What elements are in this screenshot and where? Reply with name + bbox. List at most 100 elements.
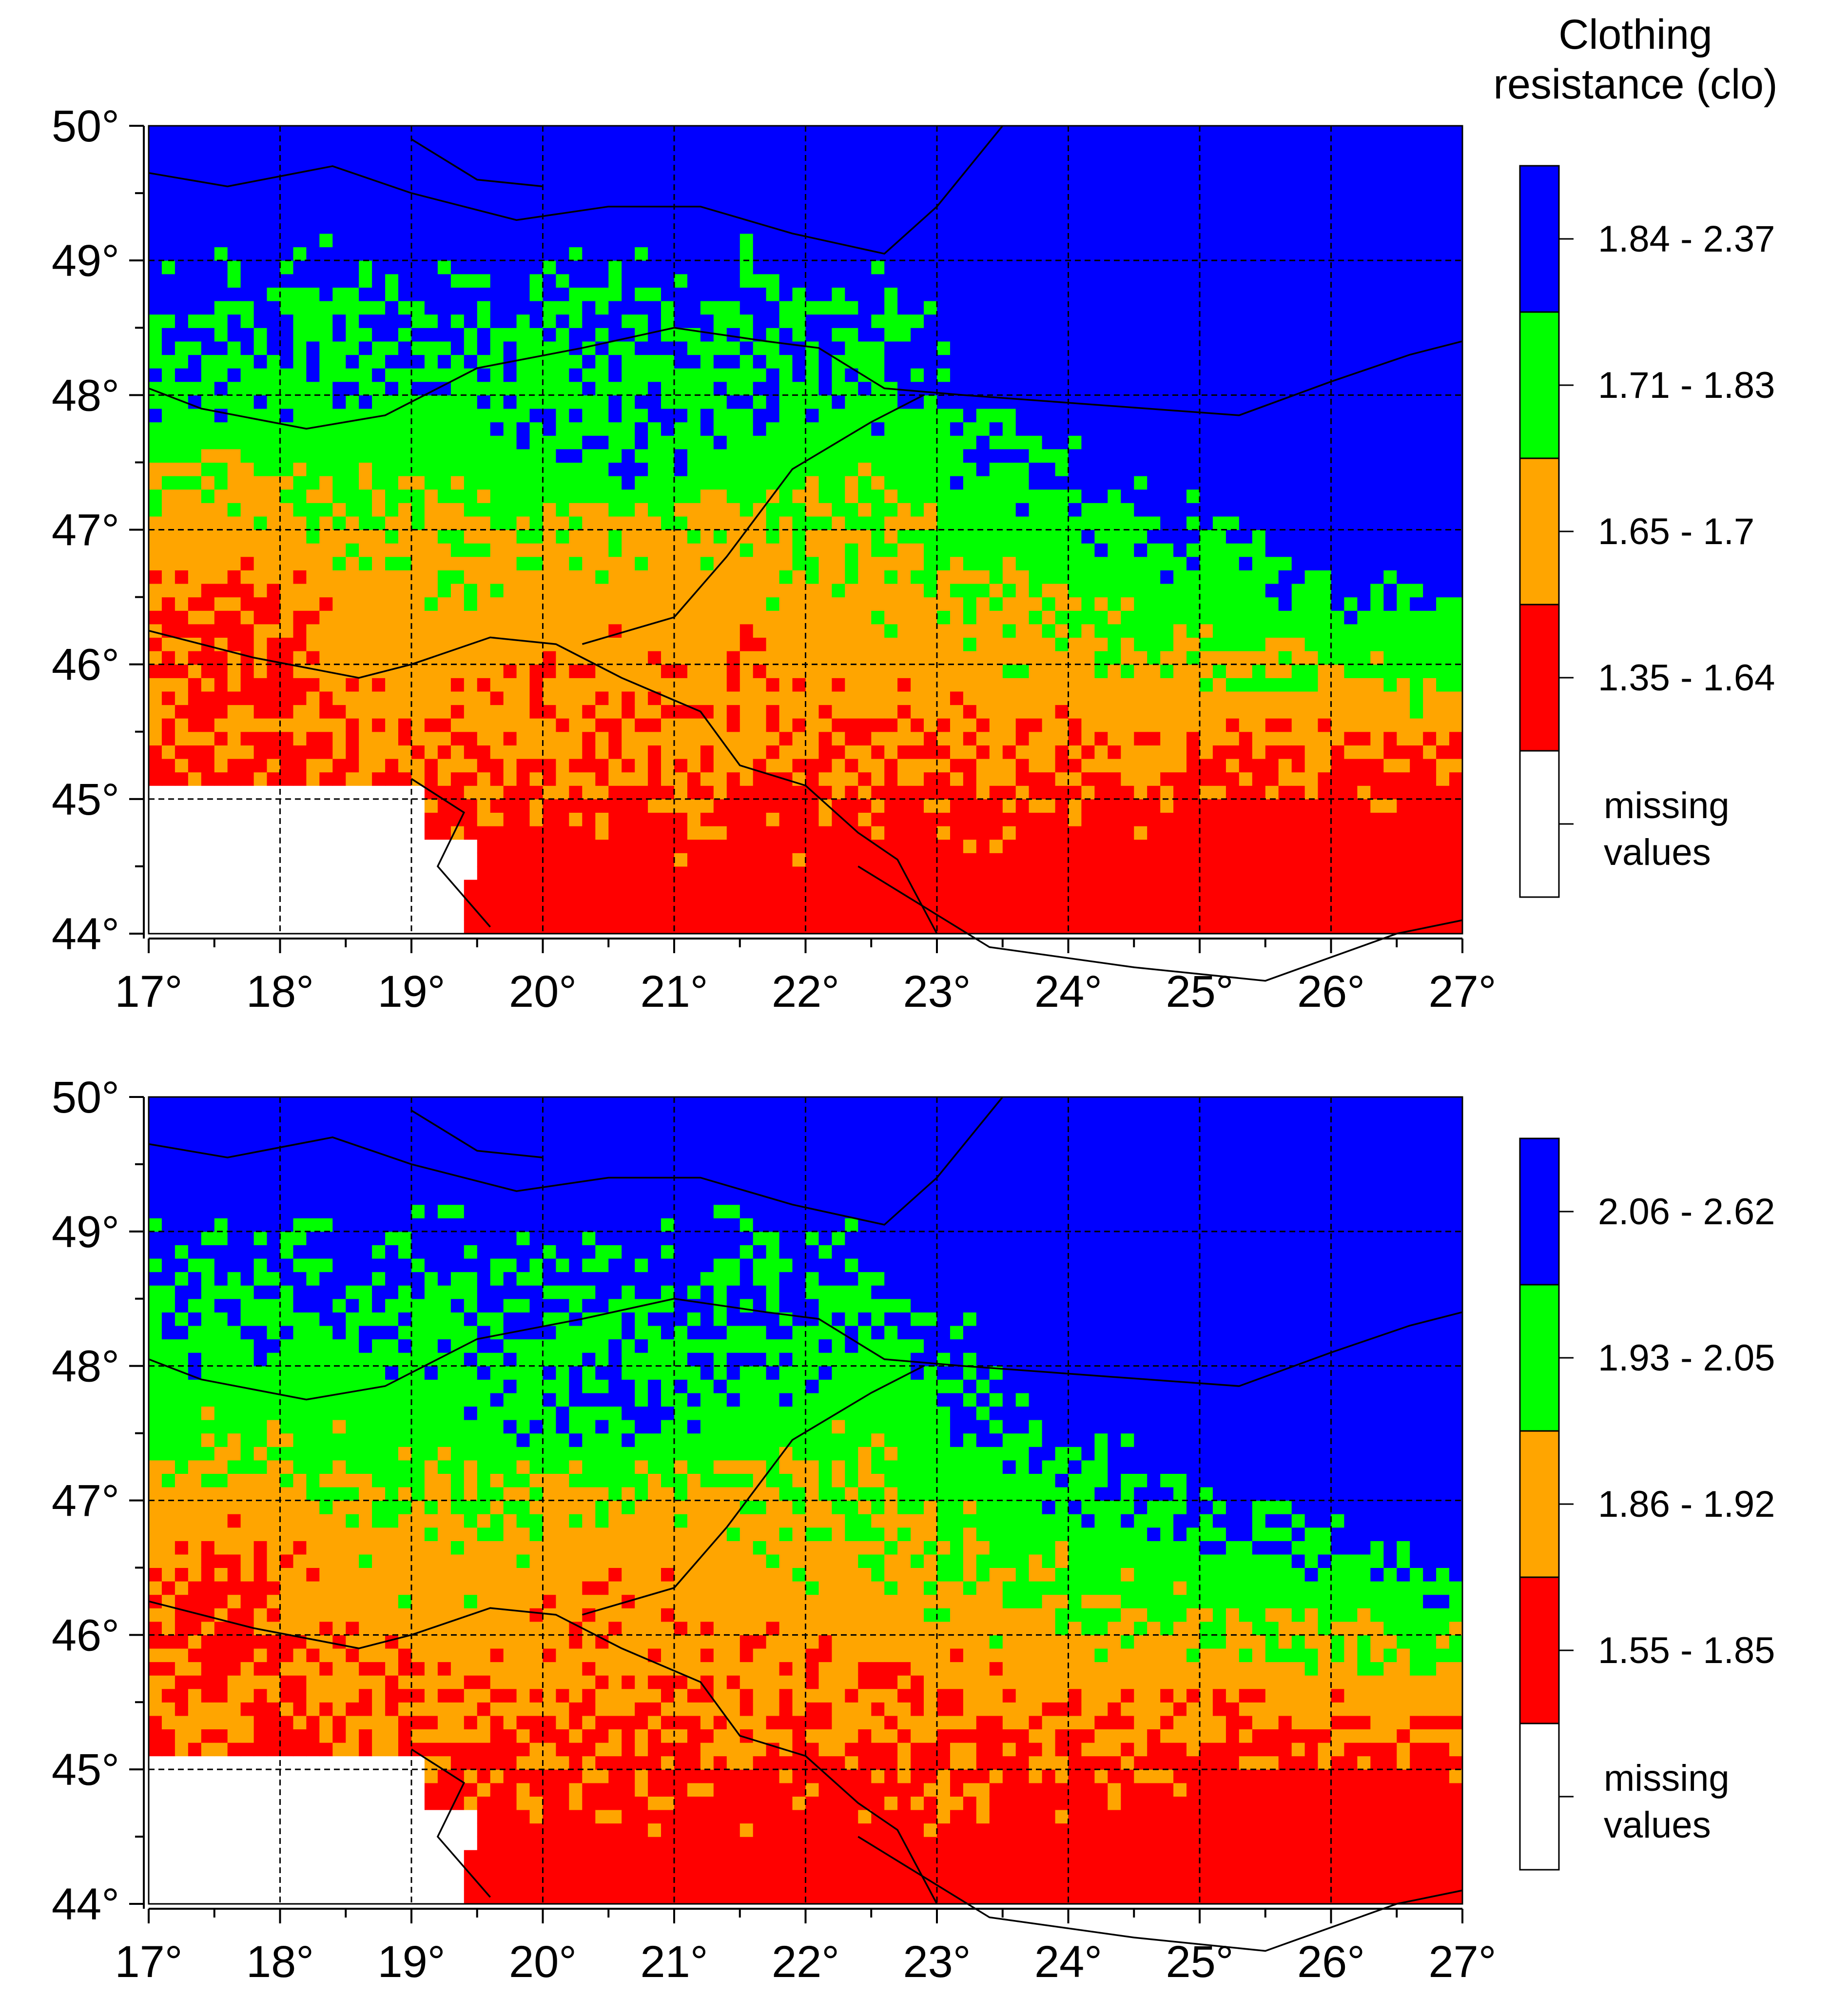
- grid-cell: [911, 126, 924, 140]
- grid-cell: [1226, 139, 1240, 153]
- grid-cell: [161, 718, 175, 732]
- grid-cell: [1239, 678, 1253, 692]
- grid-cell: [1160, 287, 1174, 301]
- grid-cell: [845, 220, 858, 234]
- grid-cell: [253, 193, 268, 207]
- grid-cell: [661, 381, 675, 395]
- grid-cell: [253, 678, 268, 692]
- grid-cell: [950, 409, 964, 423]
- grid-cell: [897, 556, 911, 570]
- grid-cell: [648, 664, 661, 678]
- grid-cell: [739, 893, 754, 907]
- grid-cell: [1173, 705, 1187, 719]
- grid-cell: [661, 799, 675, 813]
- grid-cell: [805, 503, 819, 517]
- grid-cell: [924, 462, 937, 476]
- grid-cell: [1265, 301, 1279, 315]
- grid-cell: [648, 597, 661, 611]
- grid-cell: [1108, 678, 1121, 692]
- grid-cell: [293, 731, 307, 745]
- grid-cell: [911, 785, 924, 800]
- grid-cell: [1134, 328, 1148, 342]
- grid-cell: [516, 570, 530, 584]
- grid-cell: [149, 678, 162, 692]
- grid-cell: [529, 597, 544, 611]
- grid-cell: [280, 718, 294, 732]
- grid-cell: [1291, 731, 1305, 745]
- grid-cell: [319, 503, 333, 517]
- grid-cell: [622, 772, 635, 786]
- grid-cell: [214, 476, 228, 490]
- grid-cell: [1265, 260, 1279, 274]
- grid-cell: [175, 368, 189, 382]
- grid-cell: [911, 274, 924, 288]
- grid-cell: [858, 462, 872, 476]
- grid-cell: [398, 718, 412, 732]
- grid-cell: [1068, 759, 1082, 773]
- grid-cell: [766, 691, 780, 705]
- grid-cell: [989, 206, 1003, 220]
- grid-cell: [1278, 233, 1292, 248]
- grid-cell: [582, 516, 596, 530]
- grid-cell: [1015, 126, 1030, 140]
- grid-cell: [503, 233, 517, 248]
- grid-cell: [832, 260, 845, 274]
- grid-cell: [175, 745, 189, 759]
- grid-cell: [1121, 543, 1134, 557]
- grid-cell: [464, 731, 478, 745]
- grid-cell: [687, 462, 701, 476]
- grid-cell: [529, 449, 544, 463]
- grid-cell: [543, 893, 557, 907]
- grid-cell: [543, 287, 557, 301]
- grid-cell: [805, 193, 819, 207]
- grid-cell: [648, 759, 661, 773]
- grid-cell: [1200, 678, 1213, 692]
- grid-cell: [240, 664, 254, 678]
- grid-cell: [149, 395, 162, 409]
- grid-cell: [437, 301, 451, 315]
- grid-cell: [149, 584, 162, 598]
- grid-cell: [871, 395, 885, 409]
- grid-cell: [1147, 381, 1161, 395]
- grid-cell: [411, 503, 425, 517]
- grid-cell: [569, 678, 583, 692]
- grid-cell: [1187, 920, 1200, 934]
- grid-cell: [437, 206, 451, 220]
- grid-cell: [543, 314, 557, 328]
- grid-cell: [648, 651, 661, 665]
- grid-cell: [766, 731, 780, 745]
- grid-cell: [911, 193, 924, 207]
- grid-cell: [766, 314, 780, 328]
- grid-cell: [753, 247, 767, 261]
- grid-cell: [1173, 328, 1187, 342]
- grid-cell: [713, 678, 727, 692]
- grid-cell: [1015, 745, 1030, 759]
- grid-cell: [779, 799, 793, 813]
- grid-cell: [792, 893, 806, 907]
- grid-cell: [543, 799, 557, 813]
- grid-cell: [687, 233, 701, 248]
- grid-cell: [1278, 920, 1292, 934]
- grid-cell: [240, 476, 254, 490]
- grid-cell: [450, 529, 465, 544]
- grid-cell: [674, 839, 688, 853]
- grid-cell: [543, 381, 557, 395]
- grid-cell: [1134, 597, 1148, 611]
- grid-cell: [464, 328, 478, 342]
- grid-cell: [1147, 247, 1161, 261]
- grid-cell: [1055, 866, 1069, 881]
- grid-cell: [1081, 866, 1095, 881]
- grid-cell: [963, 301, 977, 315]
- grid-cell: [858, 920, 872, 934]
- grid-cell: [359, 206, 372, 220]
- grid-cell: [832, 503, 845, 517]
- grid-cell: [648, 422, 661, 436]
- grid-cell: [766, 570, 780, 584]
- grid-cell: [858, 153, 872, 167]
- grid-cell: [1278, 341, 1292, 355]
- grid-cell: [1252, 287, 1266, 301]
- grid-cell: [818, 920, 833, 934]
- grid-cell: [792, 866, 806, 881]
- grid-cell: [818, 206, 833, 220]
- grid-cell: [1002, 193, 1016, 207]
